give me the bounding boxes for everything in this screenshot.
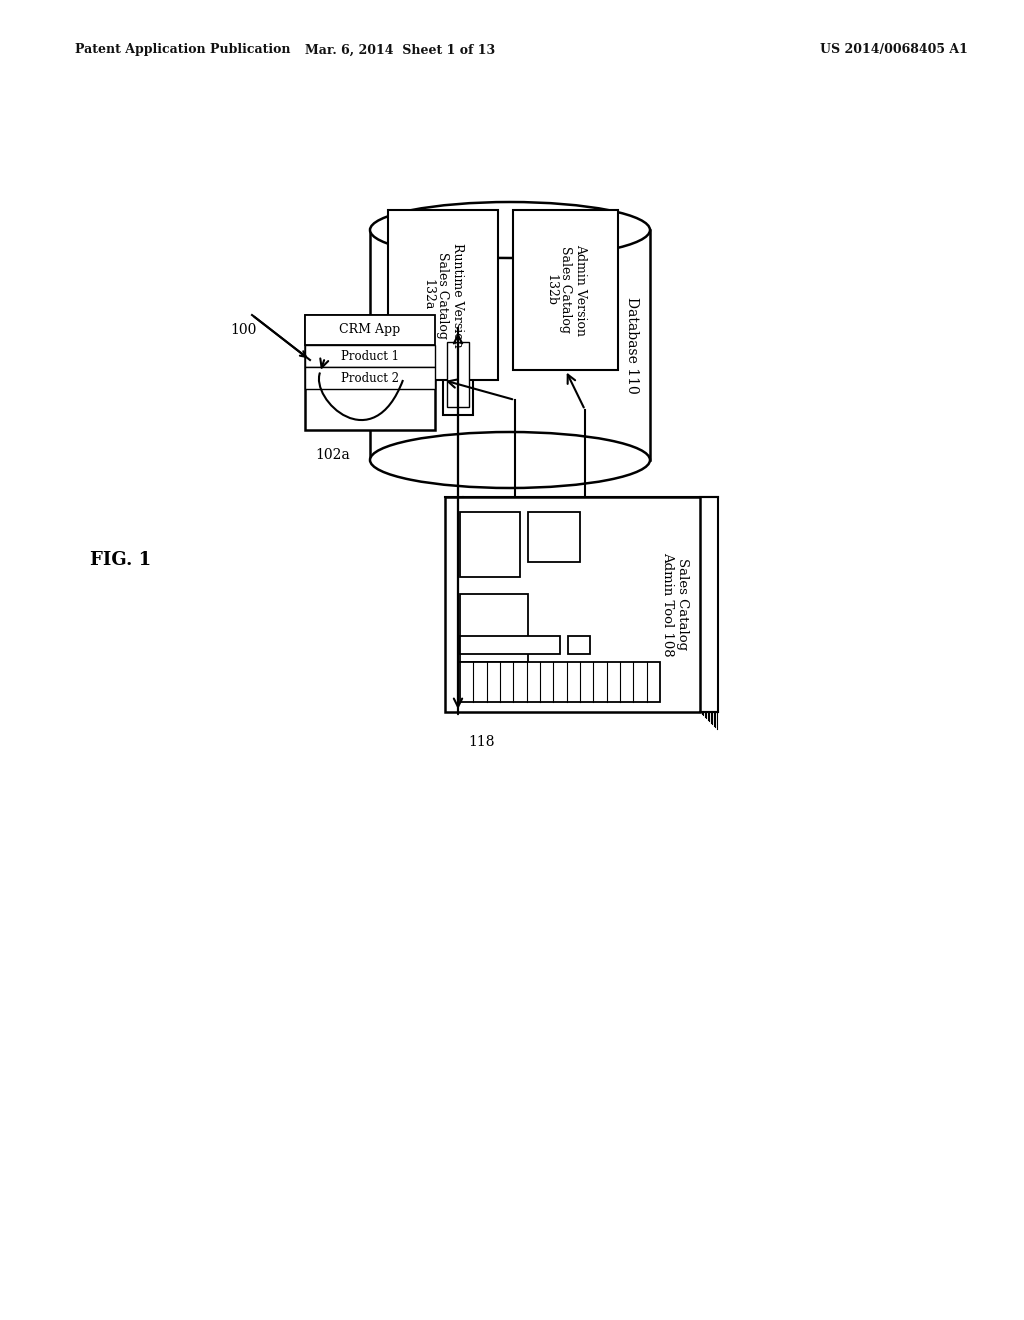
- Text: 118: 118: [468, 735, 495, 748]
- FancyBboxPatch shape: [305, 367, 435, 389]
- FancyBboxPatch shape: [445, 498, 700, 711]
- Text: 102a: 102a: [315, 447, 350, 462]
- Ellipse shape: [370, 432, 650, 488]
- Bar: [370, 230, 650, 459]
- FancyBboxPatch shape: [460, 663, 660, 702]
- FancyBboxPatch shape: [443, 330, 473, 414]
- FancyBboxPatch shape: [305, 345, 435, 367]
- Text: CRM App: CRM App: [339, 323, 400, 337]
- FancyBboxPatch shape: [460, 636, 560, 653]
- Text: Patent Application Publication: Patent Application Publication: [75, 44, 291, 57]
- FancyBboxPatch shape: [305, 315, 435, 345]
- Ellipse shape: [370, 202, 650, 257]
- FancyBboxPatch shape: [568, 636, 590, 653]
- Text: Product 2: Product 2: [341, 371, 399, 384]
- FancyBboxPatch shape: [305, 315, 435, 430]
- Text: 100: 100: [230, 323, 256, 337]
- Text: Admin Version
Sales Catalog
132b: Admin Version Sales Catalog 132b: [544, 244, 587, 337]
- FancyBboxPatch shape: [528, 512, 580, 562]
- Text: Sales Catalog
Admin Tool 108: Sales Catalog Admin Tool 108: [662, 552, 689, 657]
- Text: Runtime Version
Sales Catalog
132a: Runtime Version Sales Catalog 132a: [422, 243, 465, 347]
- Text: FIG. 1: FIG. 1: [90, 550, 152, 569]
- Text: Product 1: Product 1: [341, 350, 399, 363]
- FancyBboxPatch shape: [460, 512, 520, 577]
- FancyBboxPatch shape: [460, 594, 528, 663]
- FancyBboxPatch shape: [388, 210, 498, 380]
- Text: Mar. 6, 2014  Sheet 1 of 13: Mar. 6, 2014 Sheet 1 of 13: [305, 44, 495, 57]
- Text: Database 110: Database 110: [625, 297, 639, 393]
- Text: US 2014/0068405 A1: US 2014/0068405 A1: [820, 44, 968, 57]
- FancyBboxPatch shape: [447, 342, 469, 407]
- FancyBboxPatch shape: [513, 210, 618, 370]
- FancyBboxPatch shape: [463, 498, 718, 711]
